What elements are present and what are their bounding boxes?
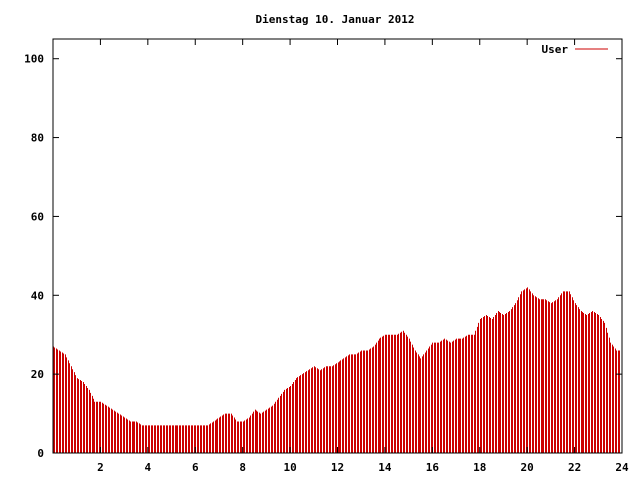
x-tick-label: 6 — [192, 461, 199, 474]
x-tick-label: 10 — [283, 461, 296, 474]
y-tick-label: 40 — [31, 289, 44, 302]
y-tick-label: 0 — [37, 447, 44, 460]
x-tick-label: 24 — [615, 461, 629, 474]
y-tick-label: 20 — [31, 368, 44, 381]
x-tick-label: 4 — [145, 461, 152, 474]
y-tick-label: 60 — [31, 210, 44, 223]
x-tick-label: 16 — [426, 461, 440, 474]
y-tick-label: 80 — [31, 132, 44, 145]
x-tick-label: 12 — [331, 461, 344, 474]
y-tick-label: 100 — [24, 53, 44, 66]
x-tick-label: 18 — [473, 461, 486, 474]
chart-title: Dienstag 10. Januar 2012 — [256, 13, 415, 26]
x-tick-label: 14 — [378, 461, 392, 474]
x-tick-label: 22 — [568, 461, 581, 474]
x-tick-label: 8 — [239, 461, 246, 474]
legend-label-user: User — [542, 43, 569, 56]
plot-area — [53, 287, 620, 453]
legend: User — [542, 43, 608, 56]
x-tick-label: 2 — [97, 461, 104, 474]
x-tick-label: 20 — [521, 461, 534, 474]
